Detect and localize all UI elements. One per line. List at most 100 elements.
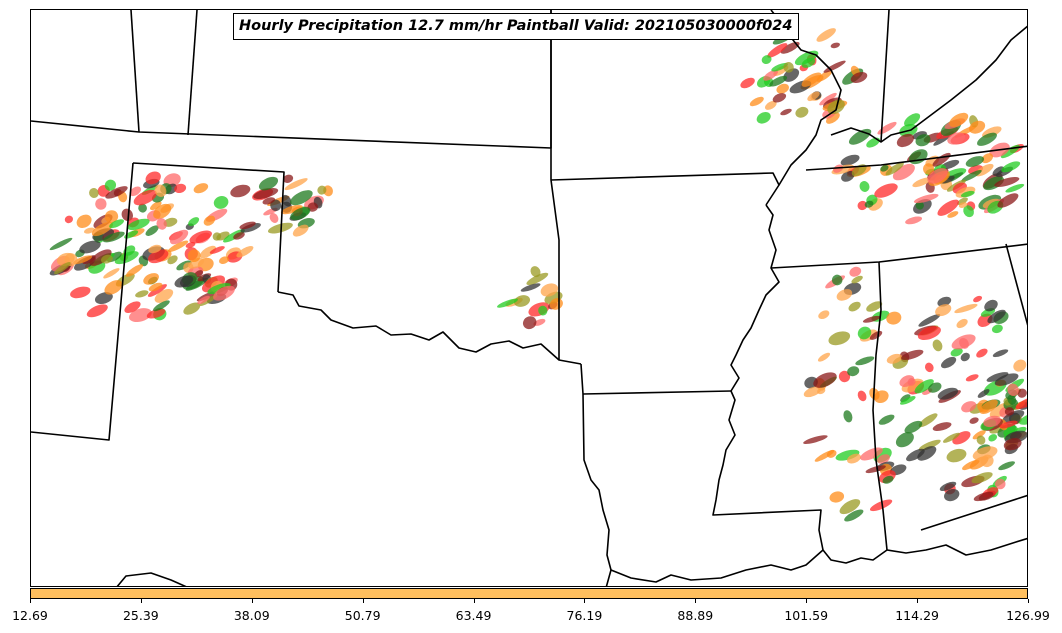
paintball-blob bbox=[927, 168, 948, 184]
paintball-blob bbox=[109, 219, 124, 229]
paintball-blob bbox=[892, 163, 915, 181]
paintball-blob bbox=[828, 331, 851, 346]
paintball-blob bbox=[170, 229, 189, 245]
paintball-blob bbox=[969, 417, 979, 424]
paintball-blob bbox=[969, 120, 986, 134]
paintball-blob bbox=[994, 373, 1019, 386]
paintball-blob bbox=[904, 420, 923, 434]
paintball-blob bbox=[127, 218, 150, 231]
paintball-blob bbox=[520, 283, 541, 292]
paintball-blob bbox=[873, 390, 889, 404]
paintball-blob bbox=[218, 256, 230, 264]
paintball-blob bbox=[918, 314, 941, 327]
paintball-blob bbox=[114, 251, 139, 265]
paintball-blob bbox=[1007, 394, 1017, 405]
paintball-blob bbox=[952, 431, 971, 445]
paintball-blob bbox=[104, 210, 119, 223]
paintball-blob bbox=[193, 183, 209, 194]
paintball-blob bbox=[981, 153, 994, 164]
paintball-blob bbox=[185, 242, 196, 248]
border-tn-ky bbox=[805, 145, 1027, 171]
paintball-blob bbox=[915, 201, 924, 210]
paintball-blob bbox=[83, 227, 95, 234]
border-il-in bbox=[880, 10, 890, 143]
paintball-blob bbox=[869, 499, 893, 512]
colorbar-tick bbox=[806, 599, 807, 603]
paintball-blob bbox=[94, 292, 113, 305]
paintball-blob bbox=[823, 60, 846, 73]
paintball-blob bbox=[86, 304, 108, 318]
paintball-blob bbox=[73, 255, 93, 265]
paintball-blob bbox=[831, 274, 843, 286]
paintball-blob bbox=[922, 163, 935, 175]
border-ar-la bbox=[582, 390, 732, 395]
paintball-blob bbox=[213, 285, 235, 301]
paintball-blob bbox=[963, 205, 974, 218]
paintball-blob bbox=[900, 396, 916, 405]
paintball-blob bbox=[817, 387, 826, 395]
paintball-blob bbox=[79, 240, 101, 254]
paintball-blob bbox=[125, 264, 144, 277]
paintball-blob bbox=[497, 298, 518, 308]
paintball-blob bbox=[957, 197, 968, 206]
louisiana-coast bbox=[610, 549, 824, 583]
paintball-blob bbox=[538, 305, 548, 316]
state-boundaries bbox=[31, 10, 1027, 586]
paintball-blob bbox=[183, 302, 201, 315]
paintball-blob bbox=[924, 362, 934, 373]
paintball-blob bbox=[843, 410, 853, 423]
paintball-blob bbox=[983, 176, 1004, 191]
paintball-blob bbox=[950, 347, 963, 357]
paintball-blob bbox=[167, 255, 178, 265]
paintball-blob bbox=[95, 198, 107, 210]
colorbar-tick bbox=[474, 599, 475, 603]
paintball-blob bbox=[947, 211, 959, 218]
paintball-blob bbox=[189, 230, 212, 244]
paintball-blob bbox=[817, 352, 831, 362]
paintball-blob bbox=[783, 62, 794, 73]
paintball-blob bbox=[836, 289, 853, 301]
paintball-blob bbox=[150, 201, 162, 211]
paintball-blob bbox=[816, 70, 833, 82]
border-tx-la bbox=[580, 363, 612, 586]
border-ms-north bbox=[770, 243, 1027, 269]
paintball-blob bbox=[121, 208, 133, 222]
colorbar-tick bbox=[917, 599, 918, 603]
paintball-blob bbox=[951, 334, 976, 350]
paintball-blob bbox=[147, 284, 167, 297]
paintball-blob bbox=[906, 448, 925, 462]
paintball-blob bbox=[761, 55, 772, 65]
paintball-blob bbox=[156, 218, 167, 230]
paintball-blob bbox=[877, 454, 890, 464]
paintball-blob bbox=[104, 179, 117, 191]
paintball-blob bbox=[213, 195, 229, 209]
paintball-blob bbox=[803, 435, 828, 444]
paintball-blob bbox=[949, 112, 969, 127]
paintball-blob bbox=[976, 348, 988, 358]
paintball-blob bbox=[937, 296, 952, 307]
paintball-blob bbox=[763, 69, 778, 81]
paintball-blob bbox=[101, 254, 113, 264]
border-wy-ne bbox=[187, 10, 198, 136]
paintball-blob bbox=[857, 326, 872, 340]
border-al-fl bbox=[920, 494, 1027, 531]
paintball-blob bbox=[865, 465, 886, 474]
paintball-blob bbox=[1017, 388, 1027, 398]
paintball-blob bbox=[991, 324, 1003, 334]
paintball-blob bbox=[290, 207, 311, 221]
border-ok-ks-east bbox=[550, 148, 560, 360]
paintball-blob bbox=[197, 295, 210, 305]
paintball-blob bbox=[932, 339, 943, 352]
paintball-blob bbox=[992, 166, 1005, 177]
paintball-blob bbox=[937, 387, 959, 400]
paintball-blob bbox=[199, 245, 217, 259]
paintball-blob bbox=[154, 288, 174, 303]
paintball-blob bbox=[49, 237, 73, 251]
paintball-blob bbox=[124, 301, 141, 314]
border-az-nm bbox=[31, 162, 134, 441]
paintball-blob bbox=[914, 379, 934, 394]
border-mo-ar bbox=[550, 172, 780, 206]
paintball-blob bbox=[756, 112, 771, 124]
paintball-blob bbox=[864, 200, 874, 208]
paintball-blob bbox=[995, 478, 1006, 490]
